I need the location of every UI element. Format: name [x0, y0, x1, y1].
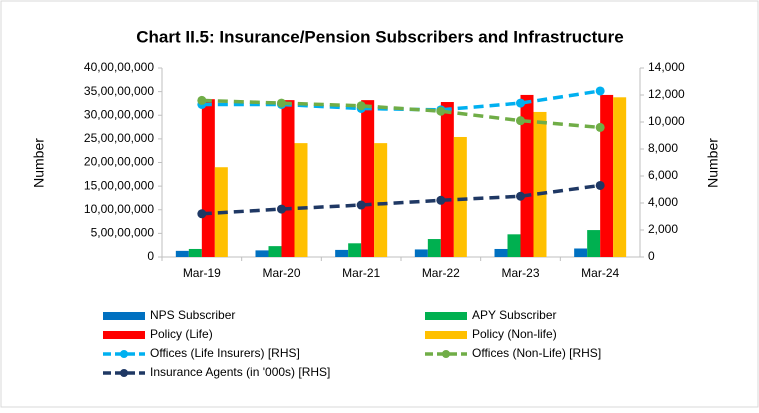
- bar: [374, 143, 388, 257]
- line-marker: [277, 98, 286, 108]
- y-tick-label: 30,00,00,000: [84, 107, 154, 121]
- line-marker: [595, 180, 605, 190]
- legend-swatch: [425, 331, 467, 339]
- line-marker: [277, 204, 286, 214]
- y2-tick-label: 14,000: [648, 60, 685, 74]
- legend-swatch: [120, 350, 128, 358]
- line-marker: [356, 101, 366, 111]
- legend-swatch: [103, 312, 145, 320]
- bar: [533, 111, 547, 257]
- bar: [520, 94, 534, 258]
- legend-swatch: [425, 312, 467, 320]
- legend-label: Insurance Agents (in '000s) [RHS]: [150, 365, 330, 379]
- y2-tick-label: 0: [648, 249, 655, 263]
- legend-label: Offices (Non-Life) [RHS]: [472, 346, 601, 360]
- legend-label: Policy (Non-life): [472, 327, 557, 341]
- line-marker: [197, 95, 207, 105]
- y-tick-label: 20,00,00,000: [84, 155, 154, 169]
- line-marker: [516, 98, 525, 108]
- bar: [574, 248, 588, 257]
- chart-title: Chart II.5: Insurance/Pension Subscriber…: [136, 27, 623, 46]
- y-tick-label: 25,00,00,000: [84, 131, 154, 145]
- y-axis-label: Number: [31, 138, 47, 188]
- line-marker: [356, 200, 366, 210]
- y2-axis-label: Number: [705, 138, 721, 188]
- legend-swatch: [120, 369, 128, 377]
- y2-tick-label: 2,000: [648, 222, 678, 236]
- bar: [335, 249, 349, 257]
- line-marker: [436, 106, 446, 116]
- x-tick-label: Mar-20: [262, 266, 300, 280]
- y2-tick-label: 8,000: [648, 141, 678, 155]
- bar: [613, 97, 627, 257]
- bar: [440, 102, 454, 258]
- bar: [453, 136, 467, 257]
- bar: [255, 250, 269, 257]
- legend-label: NPS Subscriber: [150, 308, 235, 322]
- y2-tick-label: 10,000: [648, 114, 685, 128]
- bar: [427, 239, 441, 257]
- bar: [268, 246, 282, 257]
- line-marker: [197, 209, 207, 219]
- line: [201, 183, 601, 216]
- bar: [494, 248, 508, 257]
- bar: [201, 99, 215, 257]
- legend-swatch: [442, 350, 450, 358]
- y-tick-label: 40,00,00,000: [84, 60, 154, 74]
- bar: [587, 230, 601, 257]
- x-tick-label: Mar-21: [342, 266, 380, 280]
- line: [201, 98, 601, 130]
- line-marker: [516, 116, 525, 126]
- bar: [188, 248, 202, 257]
- y-tick-label: 10,00,00,000: [84, 202, 154, 216]
- y-tick-label: 0: [147, 249, 154, 263]
- bar: [281, 100, 295, 257]
- y-tick-label: 15,00,00,000: [84, 178, 154, 192]
- legend-label: APY Subscriber: [472, 308, 557, 322]
- bar: [361, 100, 375, 257]
- x-tick-label: Mar-23: [501, 266, 539, 280]
- line-marker: [595, 86, 605, 96]
- bar: [175, 250, 189, 257]
- bar: [294, 143, 308, 257]
- y2-tick-label: 6,000: [648, 168, 678, 182]
- bar: [414, 249, 428, 257]
- bar: [600, 94, 614, 258]
- x-tick-label: Mar-19: [183, 266, 221, 280]
- x-tick-label: Mar-24: [581, 266, 619, 280]
- line-marker: [436, 195, 446, 205]
- y-tick-label: 5,00,00,000: [91, 226, 155, 240]
- legend-label: Offices (Life Insurers) [RHS]: [150, 346, 300, 360]
- bar: [507, 234, 521, 257]
- y2-tick-label: 4,000: [648, 195, 678, 209]
- line-marker: [595, 122, 605, 132]
- bar: [348, 243, 362, 257]
- legend-label: Policy (Life): [150, 327, 213, 341]
- x-tick-label: Mar-22: [422, 266, 460, 280]
- line-marker: [516, 191, 525, 201]
- y-tick-label: 35,00,00,000: [84, 84, 154, 98]
- legend-swatch: [103, 331, 145, 339]
- y2-tick-label: 12,000: [648, 87, 685, 101]
